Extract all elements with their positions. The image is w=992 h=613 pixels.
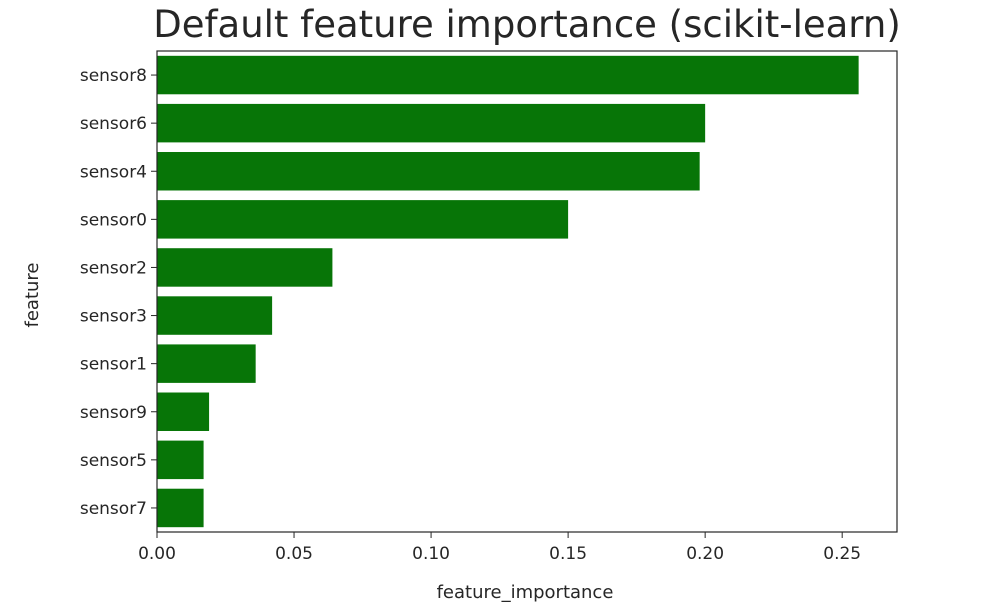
x-tick-label-5: 0.25 (823, 544, 861, 564)
x-ticks-layer: 0.00 0.05 0.10 0.15 0.20 0.25 (138, 532, 861, 564)
y-tick-label-sensor2: sensor2 (80, 258, 147, 278)
bar-sensor1 (157, 344, 256, 383)
y-tick-label-sensor1: sensor1 (80, 355, 147, 375)
bar-sensor8 (157, 55, 859, 95)
bar-sensor4 (157, 152, 700, 191)
chart-title: Default feature importance (scikit-learn… (153, 3, 901, 46)
bar-sensor6 (157, 103, 706, 143)
y-tick-label-sensor5: sensor5 (80, 451, 147, 471)
y-axis-label: feature (22, 263, 43, 328)
bar-sensor9 (157, 392, 210, 431)
y-tick-label-sensor8: sensor8 (80, 66, 147, 86)
y-tick-label-sensor3: sensor3 (80, 307, 147, 327)
bar-sensor7 (157, 488, 204, 528)
y-tick-label-sensor4: sensor4 (80, 162, 147, 182)
bar-sensor2 (157, 248, 333, 287)
x-axis-label: feature_importance (437, 582, 614, 603)
y-tick-label-sensor0: sensor0 (80, 210, 147, 230)
x-tick-label-1: 0.05 (275, 544, 313, 564)
x-tick-label-2: 0.10 (412, 544, 450, 564)
bar-sensor5 (157, 440, 204, 480)
x-tick-label-3: 0.15 (549, 544, 587, 564)
y-tick-label-sensor7: sensor7 (80, 499, 147, 519)
bars-layer (157, 55, 859, 528)
y-ticks-layer: sensor8 sensor6 sensor4 sensor0 sensor2 senso… (80, 66, 157, 519)
y-tick-label-sensor9: sensor9 (80, 403, 147, 423)
bar-sensor3 (157, 296, 273, 335)
x-tick-label-4: 0.20 (686, 544, 724, 564)
y-tick-label-sensor6: sensor6 (80, 114, 147, 134)
x-tick-label-0: 0.00 (138, 544, 176, 564)
plot-frame (156, 50, 898, 533)
bar-sensor0 (157, 200, 569, 239)
